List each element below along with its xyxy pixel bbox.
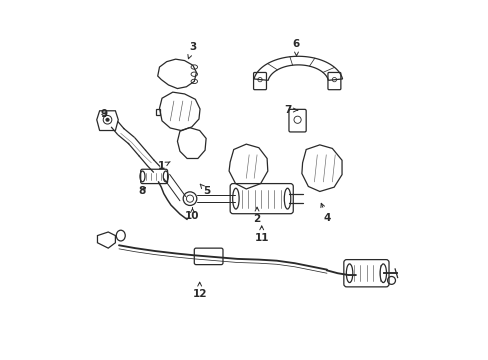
Text: 2: 2 — [253, 207, 260, 224]
Text: 3: 3 — [187, 42, 196, 59]
Text: 1: 1 — [157, 161, 170, 171]
Text: 11: 11 — [254, 226, 268, 243]
Text: 7: 7 — [284, 105, 297, 115]
Text: 5: 5 — [200, 184, 210, 197]
Text: 8: 8 — [139, 186, 145, 197]
Circle shape — [105, 118, 109, 122]
Text: 4: 4 — [320, 203, 330, 222]
Text: 12: 12 — [192, 282, 206, 299]
Text: 9: 9 — [100, 109, 107, 119]
Text: 6: 6 — [292, 40, 300, 56]
Text: 10: 10 — [185, 208, 199, 221]
